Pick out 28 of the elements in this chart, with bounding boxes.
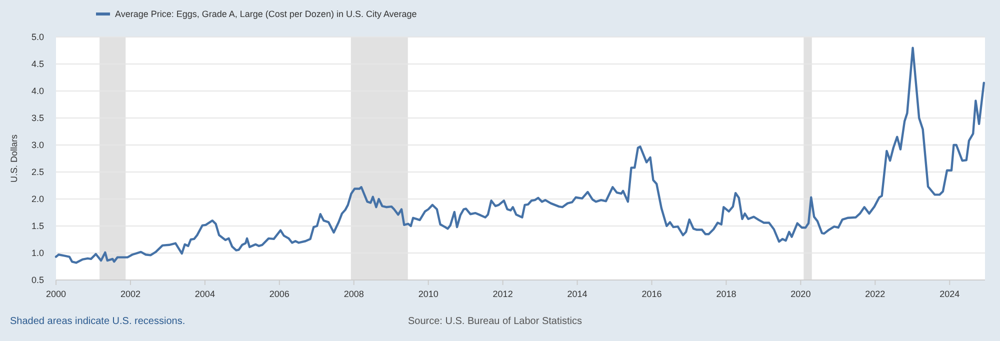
x-tick-label: 2024 xyxy=(940,289,960,299)
x-tick-label: 2016 xyxy=(642,289,662,299)
y-tick-label: 4.0 xyxy=(31,86,44,96)
x-tick-label: 2008 xyxy=(344,289,364,299)
y-tick-label: 1.5 xyxy=(31,221,44,231)
x-tick-label: 2000 xyxy=(46,289,66,299)
x-tick-label: 2010 xyxy=(418,289,438,299)
x-tick-label: 2004 xyxy=(194,289,215,299)
x-tick-label: 2022 xyxy=(865,289,886,299)
y-tick-label: 5.0 xyxy=(31,32,44,42)
y-tick-label: 3.5 xyxy=(31,113,44,123)
y-tick-label: 2.5 xyxy=(31,167,44,177)
line-series xyxy=(54,46,985,264)
x-tick-label: 2012 xyxy=(492,289,513,299)
source-note: Source: U.S. Bureau of Labor Statistics xyxy=(408,316,582,327)
text: Shaded areas indicate U.S. recessions. xyxy=(10,316,186,327)
y-axis-title: U.S. Dollars xyxy=(9,134,19,183)
y-tick-label: 4.5 xyxy=(31,59,44,69)
x-tick-label: 2020 xyxy=(790,289,811,299)
x-tick-label: 2014 xyxy=(567,289,588,299)
x-tick-label: 2002 xyxy=(120,289,140,299)
legend-label: Average Price: Eggs, Grade A, Large (Cost per Dozen) in U.S. City Average xyxy=(115,9,417,19)
y-tick-label: 0.5 xyxy=(31,275,44,285)
y-tick-label: 3.0 xyxy=(31,140,44,150)
x-tick-label: 2018 xyxy=(716,289,736,299)
y-tick-label: 1.0 xyxy=(31,248,44,258)
x-tick-label: 2006 xyxy=(269,289,290,299)
y-tick-label: 2.0 xyxy=(31,194,44,204)
